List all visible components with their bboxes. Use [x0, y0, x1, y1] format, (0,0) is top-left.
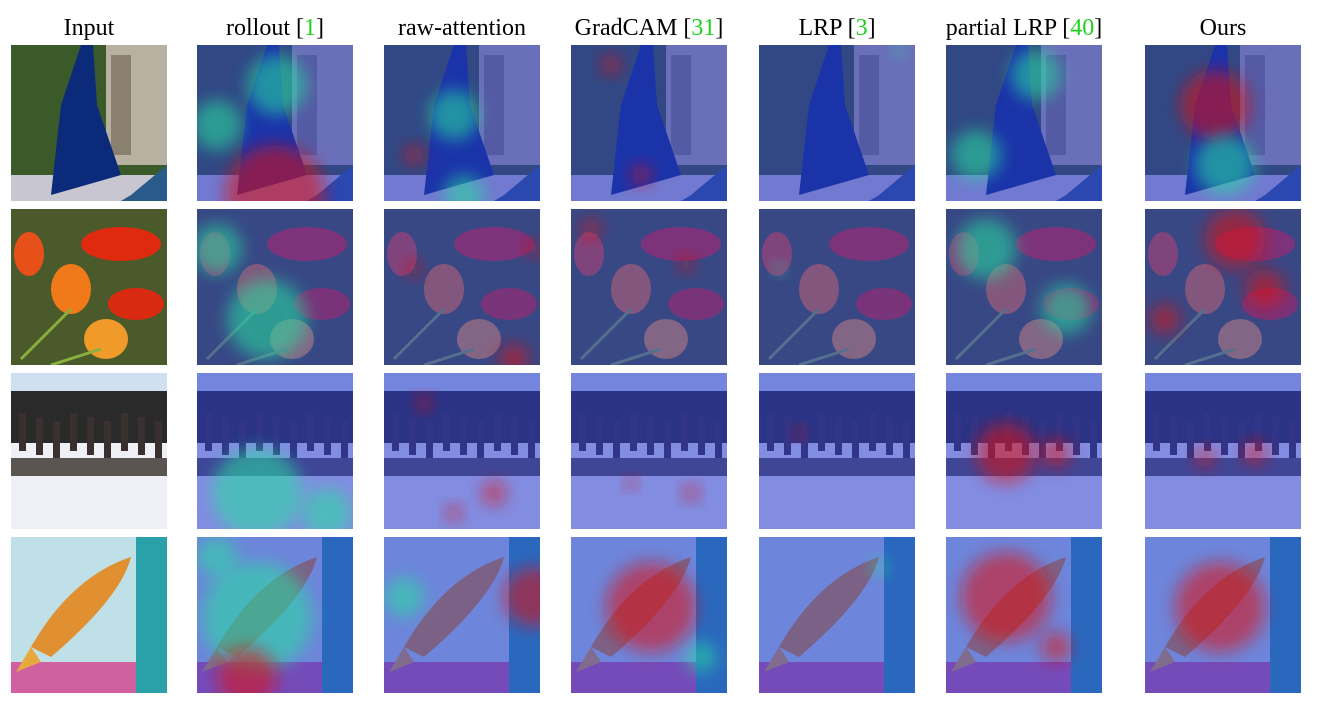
citation-bracket-open: [ — [290, 15, 304, 41]
citation-bracket-open: [ — [841, 15, 856, 41]
input-image-input-row-4 — [11, 537, 167, 693]
input-image-input-row-1 — [11, 45, 167, 201]
heatmap-image-plrp-row-2 — [946, 209, 1102, 365]
heatmap-image-gradcam-row-3 — [571, 373, 727, 529]
citation-bracket-close: ] — [867, 15, 876, 41]
heatmap-image-ours-row-2 — [1145, 209, 1301, 365]
heatmap-image-lrp-row-4 — [759, 537, 915, 693]
column-label: partial LRP — [945, 15, 1057, 41]
input-image-input-row-3 — [11, 373, 167, 529]
column-header-input: Input — [64, 10, 115, 46]
column-header-gradcam: GradCAM [31] — [575, 10, 724, 46]
column-header-plrp: partial LRP [40] — [946, 10, 1102, 46]
heatmap-image-ours-row-3 — [1145, 373, 1301, 529]
citation-bracket-open: [ — [1056, 15, 1071, 41]
heatmap-image-rollout-row-2 — [197, 209, 353, 365]
column-label: LRP — [798, 15, 842, 41]
heatmap-image-ours-row-4 — [1145, 537, 1301, 693]
heatmap-image-plrp-row-1 — [946, 45, 1102, 201]
heatmap-image-plrp-row-3 — [946, 373, 1102, 529]
heatmap-image-rollout-row-4 — [197, 537, 353, 693]
heatmap-image-lrp-row-2 — [759, 209, 915, 365]
heatmap-image-lrp-row-1 — [759, 45, 915, 201]
column-label: Ours — [1199, 15, 1247, 41]
heatmap-image-lrp-row-3 — [759, 373, 915, 529]
heatmap-image-rollout-row-1 — [197, 45, 353, 201]
heatmap-image-ours-row-1 — [1145, 45, 1301, 201]
column-label: raw-attention — [398, 15, 526, 41]
heatmap-image-plrp-row-4 — [946, 537, 1102, 693]
citation-number[interactable]: 1 — [304, 15, 316, 41]
citation-number[interactable]: 3 — [855, 15, 868, 41]
column-label: GradCAM — [574, 15, 678, 41]
heatmap-image-gradcam-row-1 — [571, 45, 727, 201]
column-header-rollout: rollout [1] — [226, 10, 324, 46]
column-label: Input — [63, 15, 115, 41]
heatmap-image-rollout-row-3 — [197, 373, 353, 529]
citation-bracket-close: ] — [316, 15, 324, 41]
heatmap-image-raw-row-4 — [384, 537, 540, 693]
heatmap-image-raw-row-1 — [384, 45, 540, 201]
citation-bracket-open: [ — [677, 15, 692, 41]
heatmap-image-gradcam-row-2 — [571, 209, 727, 365]
heatmap-image-raw-row-3 — [384, 373, 540, 529]
column-header-ours: Ours — [1200, 10, 1247, 46]
heatmap-image-gradcam-row-4 — [571, 537, 727, 693]
column-header-raw: raw-attention — [398, 10, 526, 46]
citation-number[interactable]: 31 — [691, 15, 716, 41]
citation-bracket-close: ] — [1094, 15, 1103, 41]
column-header-lrp: LRP [3] — [798, 10, 875, 46]
citation-bracket-close: ] — [715, 15, 724, 41]
column-label: rollout — [226, 15, 290, 41]
heatmap-image-raw-row-2 — [384, 209, 540, 365]
citation-number[interactable]: 40 — [1070, 15, 1095, 41]
input-image-input-row-2 — [11, 209, 167, 365]
